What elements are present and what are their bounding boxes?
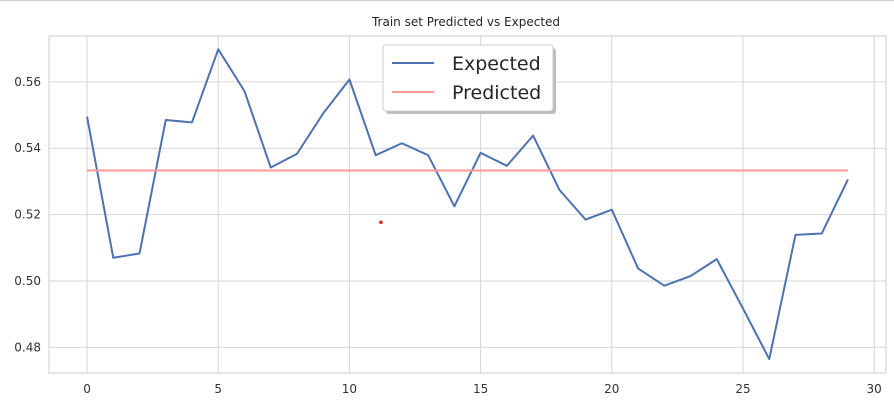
annotation-point: [379, 220, 383, 225]
series-group: [86, 48, 849, 361]
x-tick-label: 0: [83, 382, 91, 396]
x-tick-label: 30: [867, 382, 882, 396]
x-axis-ticks: 0 5 10 15 20 25 30: [83, 382, 882, 396]
legend-box: [382, 44, 554, 112]
y-tick-label: 0.50: [14, 274, 41, 288]
y-tick-label: 0.56: [14, 75, 41, 89]
y-tick-label: 0.52: [14, 208, 41, 222]
x-tick-label: 20: [604, 382, 619, 396]
plot-area: [48, 35, 887, 374]
x-tick-label: 10: [342, 382, 357, 396]
legend: Expected Predicted: [382, 44, 556, 114]
grid: [49, 36, 886, 373]
page-top-border: [0, 0, 894, 1]
chart-title: Train set Predicted vs Expected: [371, 15, 560, 29]
y-tick-label: 0.48: [14, 340, 41, 354]
x-tick-label: 15: [473, 382, 488, 396]
series-line-expected: [86, 48, 849, 361]
x-tick-label: 5: [214, 382, 222, 396]
annotations: [379, 220, 383, 225]
y-axis-ticks: 0.48 0.50 0.52 0.54 0.56: [14, 75, 41, 355]
legend-label-predicted: Predicted: [452, 82, 541, 104]
legend-label-expected: Expected: [452, 53, 541, 75]
x-tick-label: 25: [735, 382, 750, 396]
y-tick-label: 0.54: [14, 141, 41, 155]
